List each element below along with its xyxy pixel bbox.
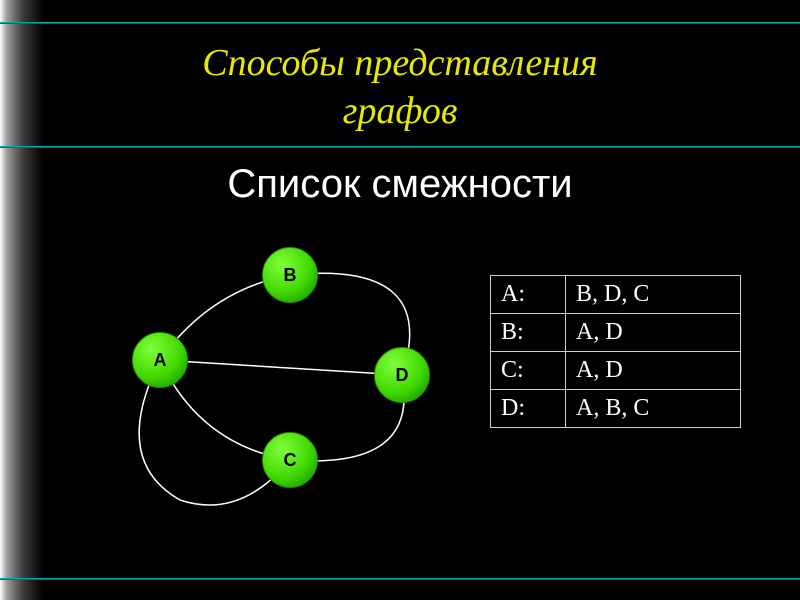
title-line2: графов	[343, 90, 458, 132]
subtitle-text: Список смежности	[227, 162, 572, 206]
divider-top	[0, 22, 800, 24]
title-line1: Способы представления	[202, 42, 597, 84]
table-row: B:A, D	[491, 314, 741, 352]
graph-node-a: A	[132, 332, 188, 388]
page-title: Способы представления графов	[0, 40, 800, 135]
graph-node-d: D	[374, 347, 430, 403]
graph-node-b: B	[262, 247, 318, 303]
adjacency-table: A:B, D, CB:A, DC:A, DD:A, B, C	[490, 275, 741, 428]
adj-key: C:	[491, 352, 566, 390]
table-row: D:A, B, C	[491, 390, 741, 428]
adj-val: B, D, C	[566, 276, 741, 314]
adj-val: A, D	[566, 352, 741, 390]
graph-node-c: C	[262, 432, 318, 488]
page-subtitle: Список смежности	[0, 162, 800, 207]
adj-key: B:	[491, 314, 566, 352]
adj-val: A, B, C	[566, 390, 741, 428]
adj-val: A, D	[566, 314, 741, 352]
divider-mid	[0, 146, 800, 148]
graph-diagram: A B CD	[90, 230, 470, 510]
adj-key: D:	[491, 390, 566, 428]
table-row: A:B, D, C	[491, 276, 741, 314]
table-row: C:A, D	[491, 352, 741, 390]
graph-edge	[160, 360, 402, 375]
adj-key: A:	[491, 276, 566, 314]
divider-bottom	[0, 578, 800, 580]
